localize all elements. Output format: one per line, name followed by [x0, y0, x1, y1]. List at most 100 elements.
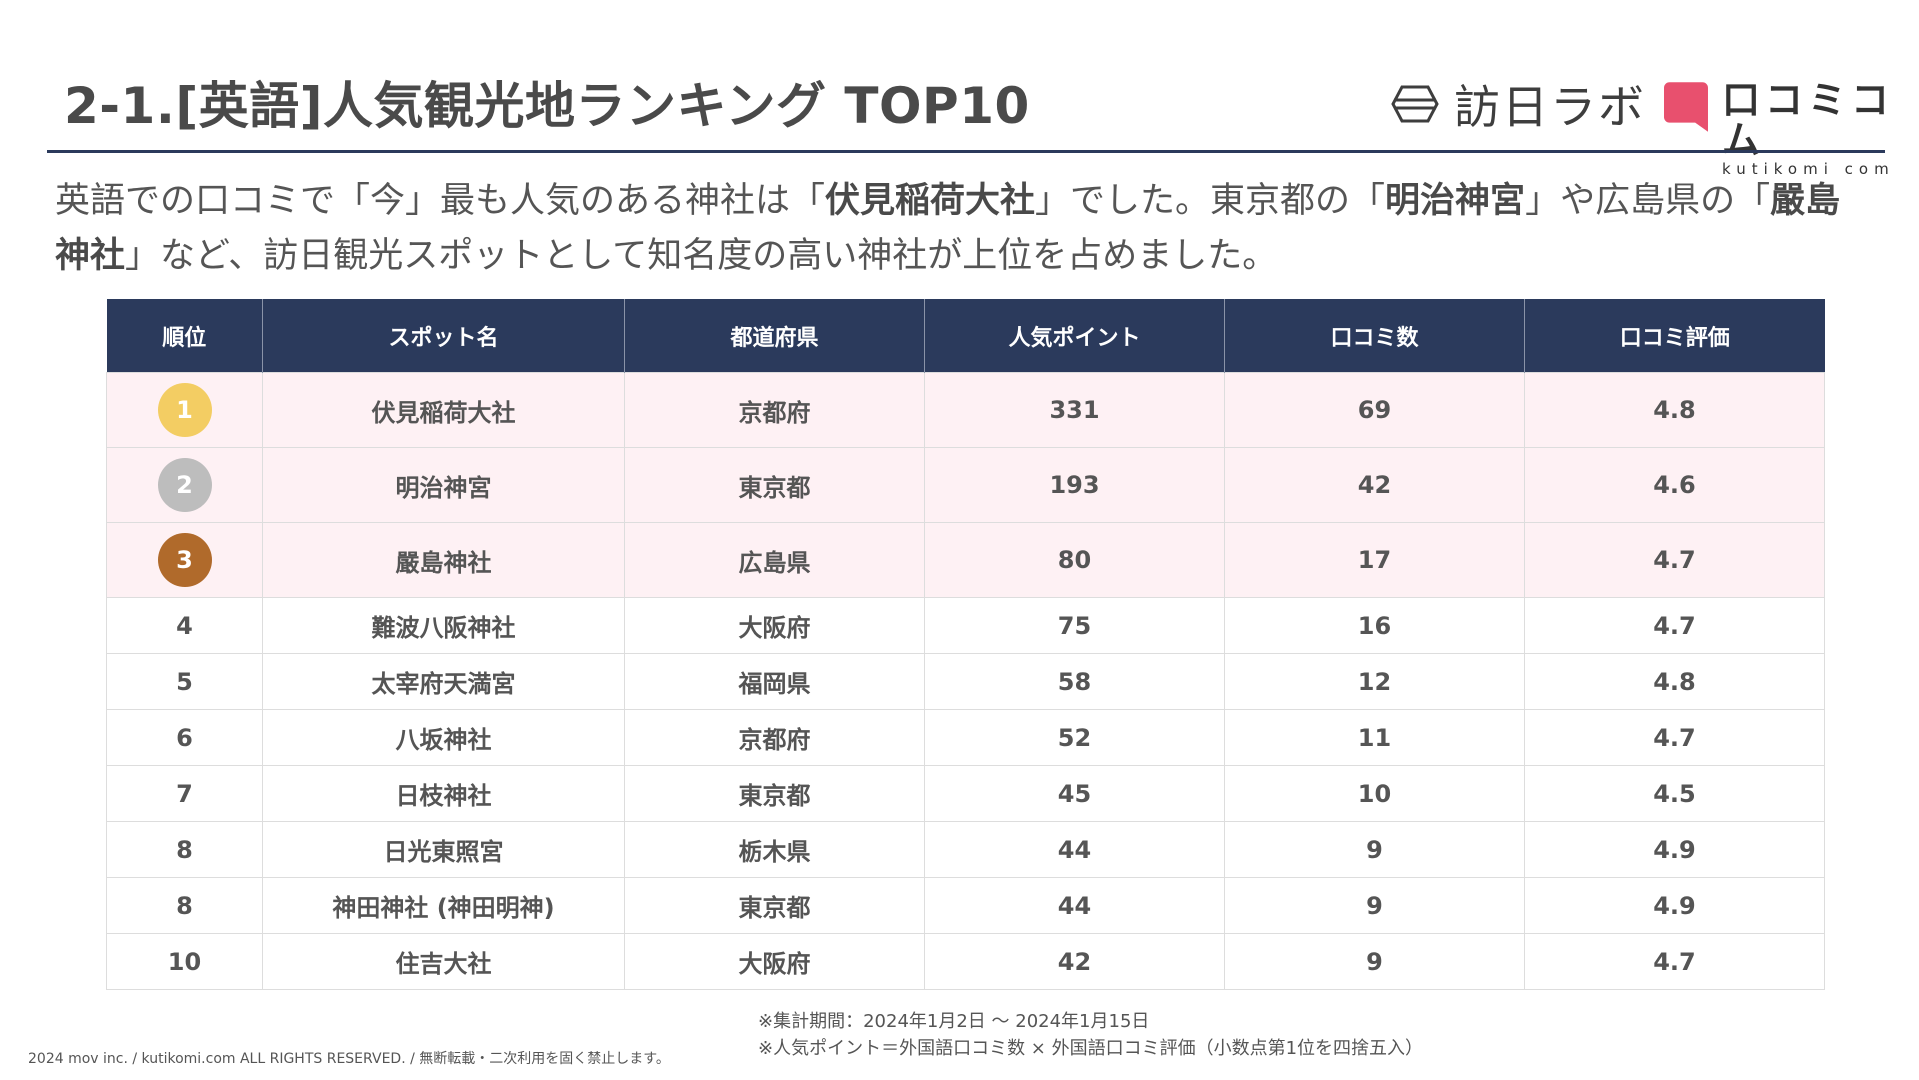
table-row: 1 伏見稲荷大社 京都府 331 69 4.8	[106, 372, 1825, 448]
review-count-cell: 11	[1224, 709, 1525, 766]
spot-cell: 太宰府天満宮	[262, 653, 625, 710]
prefecture-cell: 東京都	[624, 447, 925, 523]
speech-bubble-icon	[1664, 82, 1708, 132]
rating-cell: 4.5	[1524, 765, 1825, 822]
points-cell: 52	[924, 709, 1225, 766]
page-title: 2-1.[英語]人気観光地ランキング TOP10	[64, 77, 1030, 135]
intro-text-1: 英語での口コミで「今」最も人気のある神社は「	[55, 181, 826, 221]
points-cell: 80	[924, 522, 1225, 598]
intro-highlight-3: 嚴島神社	[55, 181, 1841, 276]
kutikomi-logo-subtext: kutikomi com	[1721, 160, 1895, 178]
rating-cell: 4.7	[1524, 522, 1825, 598]
table-row: 4 難波八阪神社 大阪府 75 16 4.7	[106, 597, 1825, 654]
rank-cell: 6	[106, 709, 263, 766]
table-header-row: 順位 スポット名 都道府県 人気ポイント 口コミ数 口コミ評価	[106, 299, 1825, 373]
spot-cell: 伏見稲荷大社	[262, 372, 625, 448]
prefecture-cell: 広島県	[624, 522, 925, 598]
header-divider	[47, 150, 1885, 153]
intro-text-3: 」や広島県の「	[1525, 181, 1771, 221]
hexagon-icon	[1391, 85, 1439, 123]
rank-cell: 7	[106, 765, 263, 822]
review-count-cell: 42	[1224, 447, 1525, 523]
spot-cell: 難波八阪神社	[262, 597, 625, 654]
rating-cell: 4.8	[1524, 372, 1825, 448]
prefecture-cell: 栃木県	[624, 821, 925, 878]
spot-cell: 嚴島神社	[262, 522, 625, 598]
points-cell: 331	[924, 372, 1225, 448]
points-cell: 193	[924, 447, 1225, 523]
points-cell: 44	[924, 821, 1225, 878]
table-row: 7 日枝神社 東京都 45 10 4.5	[106, 765, 1825, 822]
rank-cell: 1	[106, 372, 263, 448]
prefecture-cell: 福岡県	[624, 653, 925, 710]
points-cell: 42	[924, 933, 1225, 990]
rating-cell: 4.7	[1524, 933, 1825, 990]
prefecture-cell: 東京都	[624, 877, 925, 934]
rating-cell: 4.6	[1524, 447, 1825, 523]
spot-cell: 八坂神社	[262, 709, 625, 766]
prefecture-cell: 東京都	[624, 765, 925, 822]
houjin-labo-logo-text: 訪日ラボ	[1454, 80, 1646, 134]
intro-text-2: 」でした。東京都の「	[1035, 181, 1386, 221]
review-count-cell: 9	[1224, 877, 1525, 934]
spot-cell: 明治神宮	[262, 447, 625, 523]
points-cell: 44	[924, 877, 1225, 934]
review-count-cell: 16	[1224, 597, 1525, 654]
ranking-table: 順位 スポット名 都道府県 人気ポイント 口コミ数 口コミ評価 1 伏見稲荷大社…	[106, 299, 1825, 990]
intro-text-4: 」など、訪日観光スポットとして知名度の高い神社が上位を占めました。	[125, 236, 1278, 276]
intro-paragraph: 英語での口コミで「今」最も人気のある神社は「伏見稲荷大社」でした。東京都の「明治…	[55, 174, 1855, 284]
header-review-rating: 口コミ評価	[1524, 299, 1825, 373]
spot-cell: 神田神社 (神田明神)	[262, 877, 625, 934]
rank-cell: 4	[106, 597, 263, 654]
note-period: ※集計期間：2024年1月2日 〜 2024年1月15日	[758, 1011, 1150, 1032]
intro-highlight-2: 明治神宮	[1385, 181, 1526, 221]
kutikomi-logo: 口コミコム kutikomi com	[1664, 80, 1919, 178]
spot-cell: 日光東照宮	[262, 821, 625, 878]
header-rank: 順位	[106, 299, 263, 373]
table-row: 3 嚴島神社 広島県 80 17 4.7	[106, 522, 1825, 598]
copyright-footer: 2024 mov inc. / kutikomi.com ALL RIGHTS …	[28, 1051, 670, 1067]
spot-cell: 日枝神社	[262, 765, 625, 822]
rank-cell: 2	[106, 447, 263, 523]
rating-cell: 4.7	[1524, 709, 1825, 766]
kutikomi-logo-text: 口コミコム	[1721, 78, 1894, 162]
header-points: 人気ポイント	[924, 299, 1225, 373]
rating-cell: 4.9	[1524, 821, 1825, 878]
rank-cell: 8	[106, 821, 263, 878]
rank-cell: 8	[106, 877, 263, 934]
points-cell: 58	[924, 653, 1225, 710]
header-review-count: 口コミ数	[1224, 299, 1525, 373]
rating-cell: 4.7	[1524, 597, 1825, 654]
table-row: 8 日光東照宮 栃木県 44 9 4.9	[106, 821, 1825, 878]
points-cell: 75	[924, 597, 1225, 654]
houjin-labo-logo: 訪日ラボ	[1390, 80, 1646, 134]
spot-cell: 住吉大社	[262, 933, 625, 990]
silver-medal-badge: 2	[157, 458, 212, 512]
rank-cell: 3	[106, 522, 263, 598]
table-row: 5 太宰府天満宮 福岡県 58 12 4.8	[106, 653, 1825, 710]
table-row: 10 住吉大社 大阪府 42 9 4.7	[106, 933, 1825, 990]
bronze-medal-badge: 3	[157, 533, 212, 587]
header-spot: スポット名	[262, 299, 625, 373]
notes: ※集計期間：2024年1月2日 〜 2024年1月15日 ※人気ポイント＝外国語…	[758, 1008, 1423, 1062]
rating-cell: 4.9	[1524, 877, 1825, 934]
review-count-cell: 10	[1224, 765, 1525, 822]
prefecture-cell: 京都府	[624, 372, 925, 448]
review-count-cell: 12	[1224, 653, 1525, 710]
table-row: 6 八坂神社 京都府 52 11 4.7	[106, 709, 1825, 766]
review-count-cell: 9	[1224, 933, 1525, 990]
rank-cell: 5	[106, 653, 263, 710]
table-row: 2 明治神宮 東京都 193 42 4.6	[106, 447, 1825, 523]
prefecture-cell: 大阪府	[624, 597, 925, 654]
table-row: 8 神田神社 (神田明神) 東京都 44 9 4.9	[106, 877, 1825, 934]
gold-medal-badge: 1	[157, 383, 212, 437]
prefecture-cell: 大阪府	[624, 933, 925, 990]
review-count-cell: 9	[1224, 821, 1525, 878]
header-prefecture: 都道府県	[624, 299, 925, 373]
rating-cell: 4.8	[1524, 653, 1825, 710]
points-cell: 45	[924, 765, 1225, 822]
intro-highlight-1: 伏見稲荷大社	[825, 181, 1036, 221]
review-count-cell: 17	[1224, 522, 1525, 598]
prefecture-cell: 京都府	[624, 709, 925, 766]
note-formula: ※人気ポイント＝外国語口コミ数 × 外国語口コミ評価（小数点第1位を四捨五入）	[758, 1038, 1424, 1059]
